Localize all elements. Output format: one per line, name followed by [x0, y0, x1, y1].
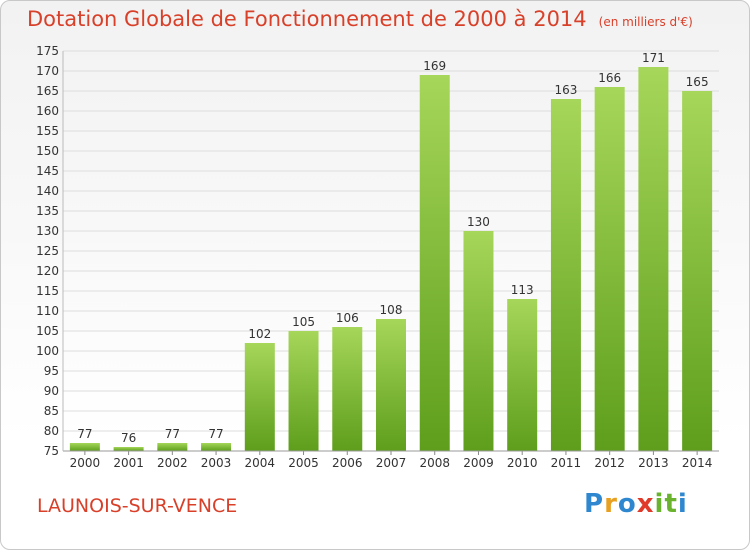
- y-tick-label: 75: [44, 444, 59, 458]
- y-tick-label: 95: [44, 364, 59, 378]
- y-tick-label: 115: [36, 284, 59, 298]
- data-label: 171: [642, 51, 665, 65]
- bar: [376, 319, 406, 451]
- data-label: 166: [598, 71, 621, 85]
- bar: [69, 443, 100, 451]
- y-tick-label: 90: [44, 384, 59, 398]
- x-tick-label: 2010: [507, 456, 538, 470]
- logo-letter: r: [604, 489, 618, 519]
- y-tick-label: 120: [36, 264, 59, 278]
- data-label: 76: [121, 431, 136, 445]
- data-label: 163: [554, 83, 577, 97]
- bar: [550, 99, 581, 451]
- data-label: 108: [380, 303, 403, 317]
- bar: [682, 91, 713, 451]
- bar: [201, 443, 232, 451]
- y-tick-label: 130: [36, 224, 59, 238]
- bar: [288, 331, 319, 451]
- data-label: 102: [248, 327, 271, 341]
- bar: [332, 327, 363, 451]
- bar: [594, 87, 625, 451]
- x-tick-label: 2001: [113, 456, 144, 470]
- y-tick-label: 140: [36, 184, 59, 198]
- logo-letter: P: [584, 489, 605, 519]
- y-tick-label: 155: [36, 124, 59, 138]
- x-tick-label: 2011: [551, 456, 582, 470]
- bar: [419, 75, 450, 451]
- logo-letter: o: [617, 489, 637, 519]
- axes: [62, 51, 719, 452]
- x-tick-label: 2007: [376, 456, 407, 470]
- x-tick-label: 2002: [157, 456, 188, 470]
- y-tick-label: 160: [36, 104, 59, 118]
- y-tick-label: 145: [36, 164, 59, 178]
- x-axis-ticks: 2000 2001 2002 2003 2004 2005 2006 2007 2008 2009…: [70, 451, 713, 470]
- logo-letter: t: [664, 489, 678, 519]
- y-axis-ticks: 75 80 85 90 95 100 105 110 115 120 125 130 135 140 145…: [36, 44, 59, 458]
- y-tick-label: 170: [36, 64, 59, 78]
- logo-letter: i: [654, 489, 665, 519]
- data-label: 77: [77, 427, 92, 441]
- data-label: 165: [686, 75, 709, 89]
- bar: [638, 67, 669, 451]
- x-tick-label: 2005: [288, 456, 319, 470]
- bar: [463, 231, 494, 451]
- bar: [157, 443, 188, 451]
- x-tick-label: 2009: [463, 456, 494, 470]
- x-tick-label: 2004: [245, 456, 276, 470]
- y-tick-label: 125: [36, 244, 59, 258]
- y-tick-label: 110: [36, 304, 59, 318]
- y-tick-label: 150: [36, 144, 59, 158]
- x-tick-label: 2014: [682, 456, 713, 470]
- data-label: 169: [423, 59, 446, 73]
- y-tick-label: 175: [36, 44, 59, 58]
- proxiti-logo: Proxiti: [584, 489, 688, 519]
- logo-letter: x: [636, 489, 655, 519]
- x-tick-label: 2006: [332, 456, 363, 470]
- data-labels: 77 76 77 77 102 105 106 108 169 130 113 163 166 171 16…: [77, 51, 708, 445]
- data-label: 77: [165, 427, 180, 441]
- chart-title-text: Dotation Globale de Fonctionnement de 20…: [27, 7, 587, 31]
- data-label: 130: [467, 215, 490, 229]
- data-label: 106: [336, 311, 359, 325]
- bar: [113, 447, 144, 451]
- data-label: 113: [511, 283, 534, 297]
- x-tick-label: 2008: [419, 456, 450, 470]
- y-tick-label: 85: [44, 404, 59, 418]
- chart-unit-text: (en milliers d'€): [598, 15, 693, 29]
- bars: [69, 67, 713, 451]
- x-tick-label: 2013: [638, 456, 669, 470]
- bar: [507, 299, 538, 451]
- logo-letter: i: [677, 489, 688, 519]
- data-label: 105: [292, 315, 315, 329]
- x-tick-label: 2003: [201, 456, 232, 470]
- data-label: 77: [208, 427, 223, 441]
- commune-name: LAUNOIS-SUR-VENCE: [37, 495, 238, 517]
- y-tick-label: 135: [36, 204, 59, 218]
- y-tick-label: 100: [36, 344, 59, 358]
- y-tick-label: 105: [36, 324, 59, 338]
- x-tick-label: 2012: [594, 456, 625, 470]
- x-tick-label: 2000: [70, 456, 101, 470]
- y-tick-label: 165: [36, 84, 59, 98]
- chart-title: Dotation Globale de Fonctionnement de 20…: [27, 7, 693, 31]
- bar: [244, 343, 275, 451]
- y-tick-label: 80: [44, 424, 59, 438]
